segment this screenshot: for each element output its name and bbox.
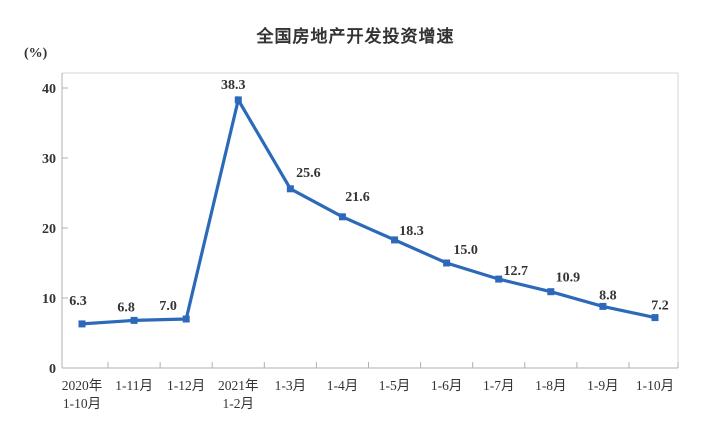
data-point-label: 21.6 (345, 190, 370, 205)
data-series-line (81, 95, 656, 326)
data-point-label: 6.8 (117, 300, 135, 315)
x-tick-label: 1-8月 (535, 378, 567, 393)
data-point-marker (495, 275, 503, 283)
x-tick-label: 1-9月 (587, 378, 619, 393)
x-tick-label: 1-12月 (167, 378, 205, 393)
x-tick-label: 1-5月 (379, 378, 411, 393)
x-tick-label: 2020年 1-10月 (62, 378, 103, 411)
data-point-marker (182, 315, 190, 323)
data-point-label: 7.0 (159, 299, 177, 314)
data-point-label: 8.8 (599, 288, 617, 303)
data-point-label: 38.3 (221, 78, 246, 93)
x-tick-label: 1-3月 (275, 378, 307, 393)
data-point-marker (599, 302, 607, 310)
x-tick-label: 1-4月 (327, 378, 359, 393)
data-point-label: 12.7 (503, 264, 528, 279)
data-point-marker (234, 96, 242, 104)
data-point-marker (130, 316, 138, 324)
data-point-label: 6.3 (69, 294, 87, 309)
y-tick-label: 30 (42, 152, 56, 167)
y-axis-unit-label: (%) (24, 46, 48, 61)
x-tick-label: 1-6月 (431, 378, 463, 393)
y-tick-label: 10 (42, 292, 56, 307)
x-tick-label: 1-10月 (636, 378, 674, 393)
data-point-marker (286, 185, 294, 193)
y-tick-label: 40 (42, 82, 56, 97)
data-point-label: 10.9 (556, 271, 581, 286)
data-point-marker (651, 314, 659, 322)
data-point-label: 7.2 (651, 299, 669, 314)
data-point-label: 15.0 (453, 243, 478, 258)
chart-title: 全国房地产开发投资增速 (256, 27, 455, 46)
x-tick-label: 2021年 1-2月 (218, 378, 259, 411)
x-tick-label: 1-11月 (115, 378, 153, 393)
x-tick-label: 1-7月 (483, 378, 515, 393)
data-point-marker (547, 288, 555, 296)
data-point-marker (338, 213, 346, 221)
data-point-label: 25.6 (296, 166, 321, 181)
data-point-marker (78, 320, 86, 328)
data-point-marker (443, 259, 451, 267)
y-tick-label: 20 (42, 222, 56, 237)
data-point-label: 18.3 (399, 224, 424, 239)
y-tick-label: 0 (49, 362, 56, 377)
data-point-marker (391, 236, 399, 244)
